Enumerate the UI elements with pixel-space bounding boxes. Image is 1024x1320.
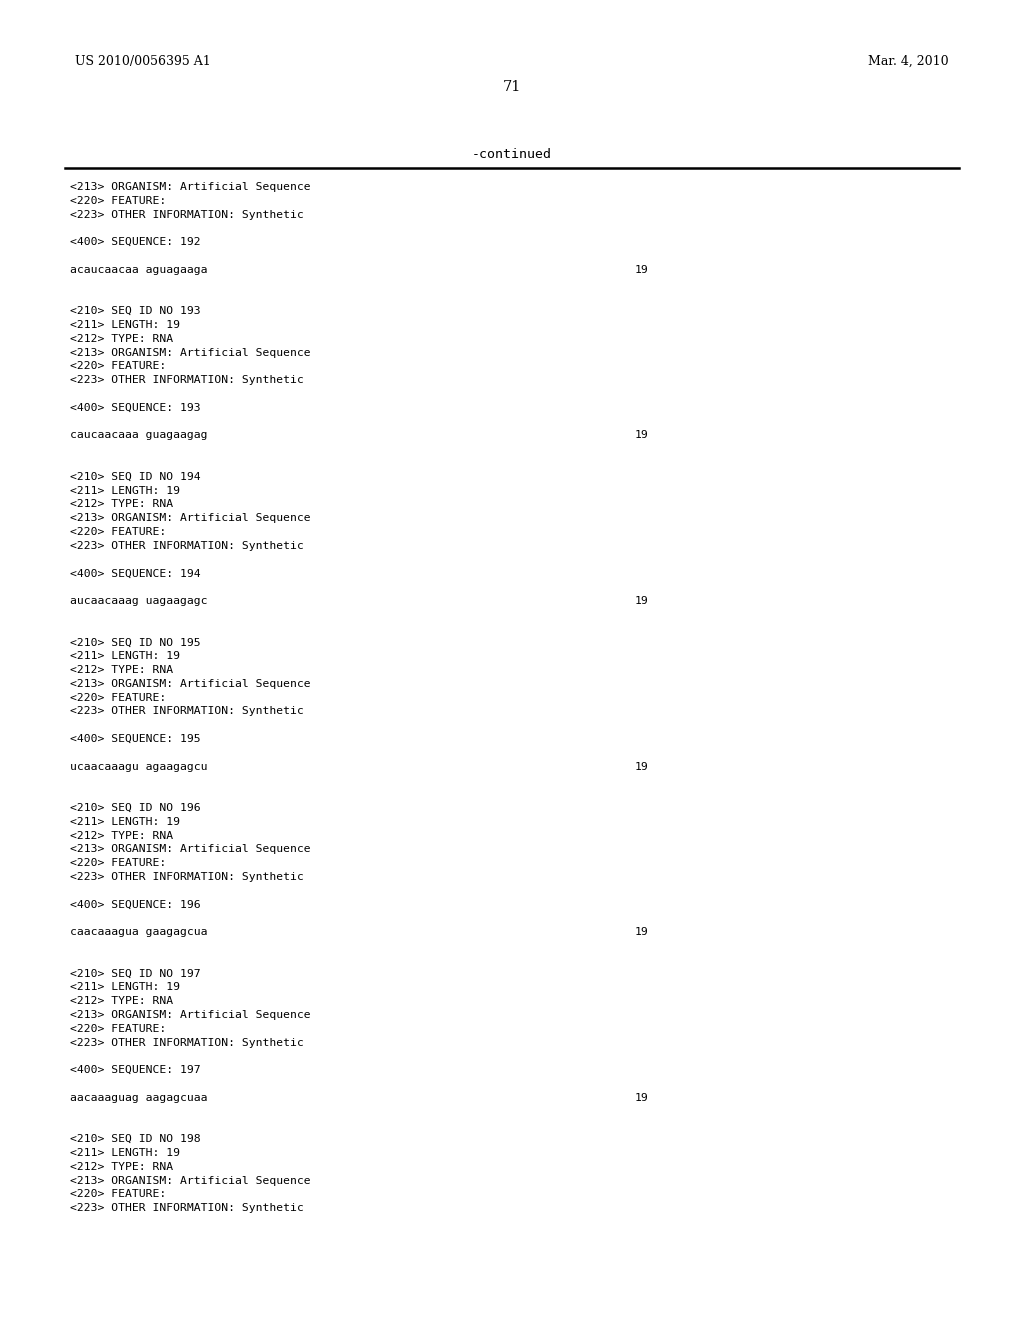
Text: 19: 19 [635,927,649,937]
Text: 19: 19 [635,762,649,772]
Text: <220> FEATURE:: <220> FEATURE: [70,858,166,869]
Text: <220> FEATURE:: <220> FEATURE: [70,527,166,537]
Text: <211> LENGTH: 19: <211> LENGTH: 19 [70,1148,180,1158]
Text: caacaaagua gaagagcua: caacaaagua gaagagcua [70,927,208,937]
Text: <220> FEATURE:: <220> FEATURE: [70,693,166,702]
Text: <223> OTHER INFORMATION: Synthetic: <223> OTHER INFORMATION: Synthetic [70,210,304,219]
Text: <220> FEATURE:: <220> FEATURE: [70,195,166,206]
Text: <211> LENGTH: 19: <211> LENGTH: 19 [70,982,180,993]
Text: <223> OTHER INFORMATION: Synthetic: <223> OTHER INFORMATION: Synthetic [70,541,304,550]
Text: <223> OTHER INFORMATION: Synthetic: <223> OTHER INFORMATION: Synthetic [70,873,304,882]
Text: <223> OTHER INFORMATION: Synthetic: <223> OTHER INFORMATION: Synthetic [70,1204,304,1213]
Text: aucaacaaag uagaagagc: aucaacaaag uagaagagc [70,597,208,606]
Text: 19: 19 [635,265,649,275]
Text: <400> SEQUENCE: 194: <400> SEQUENCE: 194 [70,569,201,578]
Text: <400> SEQUENCE: 193: <400> SEQUENCE: 193 [70,403,201,413]
Text: 19: 19 [635,597,649,606]
Text: ucaacaaagu agaagagcu: ucaacaaagu agaagagcu [70,762,208,772]
Text: <212> TYPE: RNA: <212> TYPE: RNA [70,334,173,343]
Text: aacaaaguag aagagcuaa: aacaaaguag aagagcuaa [70,1093,208,1102]
Text: <213> ORGANISM: Artificial Sequence: <213> ORGANISM: Artificial Sequence [70,678,310,689]
Text: Mar. 4, 2010: Mar. 4, 2010 [868,55,949,69]
Text: 71: 71 [503,81,521,94]
Text: <400> SEQUENCE: 195: <400> SEQUENCE: 195 [70,734,201,744]
Text: <213> ORGANISM: Artificial Sequence: <213> ORGANISM: Artificial Sequence [70,513,310,523]
Text: <210> SEQ ID NO 193: <210> SEQ ID NO 193 [70,306,201,317]
Text: <220> FEATURE:: <220> FEATURE: [70,362,166,371]
Text: <210> SEQ ID NO 195: <210> SEQ ID NO 195 [70,638,201,647]
Text: <210> SEQ ID NO 198: <210> SEQ ID NO 198 [70,1134,201,1144]
Text: <213> ORGANISM: Artificial Sequence: <213> ORGANISM: Artificial Sequence [70,1176,310,1185]
Text: <212> TYPE: RNA: <212> TYPE: RNA [70,665,173,675]
Text: <400> SEQUENCE: 192: <400> SEQUENCE: 192 [70,238,201,247]
Text: -continued: -continued [472,148,552,161]
Text: <211> LENGTH: 19: <211> LENGTH: 19 [70,817,180,826]
Text: <220> FEATURE:: <220> FEATURE: [70,1189,166,1200]
Text: <213> ORGANISM: Artificial Sequence: <213> ORGANISM: Artificial Sequence [70,182,310,191]
Text: <212> TYPE: RNA: <212> TYPE: RNA [70,997,173,1006]
Text: acaucaacaa aguagaaga: acaucaacaa aguagaaga [70,265,208,275]
Text: <213> ORGANISM: Artificial Sequence: <213> ORGANISM: Artificial Sequence [70,1010,310,1020]
Text: <212> TYPE: RNA: <212> TYPE: RNA [70,499,173,510]
Text: <210> SEQ ID NO 194: <210> SEQ ID NO 194 [70,471,201,482]
Text: <212> TYPE: RNA: <212> TYPE: RNA [70,830,173,841]
Text: caucaacaaa guagaagag: caucaacaaa guagaagag [70,430,208,441]
Text: <210> SEQ ID NO 197: <210> SEQ ID NO 197 [70,969,201,978]
Text: <211> LENGTH: 19: <211> LENGTH: 19 [70,651,180,661]
Text: <223> OTHER INFORMATION: Synthetic: <223> OTHER INFORMATION: Synthetic [70,375,304,385]
Text: <211> LENGTH: 19: <211> LENGTH: 19 [70,319,180,330]
Text: <213> ORGANISM: Artificial Sequence: <213> ORGANISM: Artificial Sequence [70,347,310,358]
Text: US 2010/0056395 A1: US 2010/0056395 A1 [75,55,211,69]
Text: <210> SEQ ID NO 196: <210> SEQ ID NO 196 [70,803,201,813]
Text: <211> LENGTH: 19: <211> LENGTH: 19 [70,486,180,495]
Text: 19: 19 [635,1093,649,1102]
Text: <400> SEQUENCE: 196: <400> SEQUENCE: 196 [70,900,201,909]
Text: <223> OTHER INFORMATION: Synthetic: <223> OTHER INFORMATION: Synthetic [70,706,304,717]
Text: <220> FEATURE:: <220> FEATURE: [70,1024,166,1034]
Text: <213> ORGANISM: Artificial Sequence: <213> ORGANISM: Artificial Sequence [70,845,310,854]
Text: <223> OTHER INFORMATION: Synthetic: <223> OTHER INFORMATION: Synthetic [70,1038,304,1048]
Text: <212> TYPE: RNA: <212> TYPE: RNA [70,1162,173,1172]
Text: 19: 19 [635,430,649,441]
Text: <400> SEQUENCE: 197: <400> SEQUENCE: 197 [70,1065,201,1076]
